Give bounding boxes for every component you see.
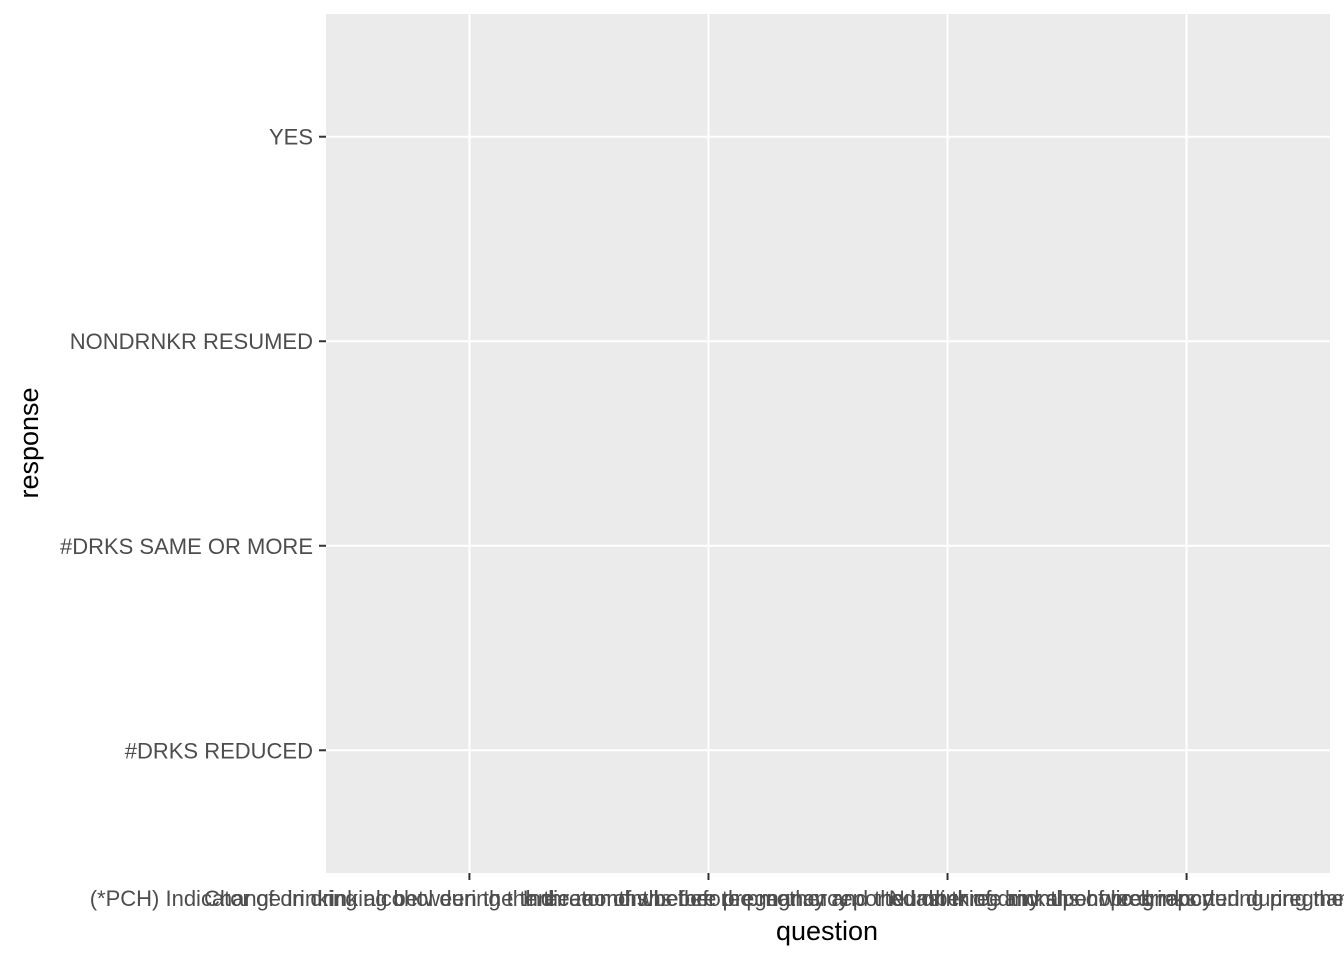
plot-panel — [326, 14, 1330, 873]
y-tick-label: #DRKS REDUCED — [125, 738, 313, 763]
y-tick-label: #DRKS SAME OR MORE — [60, 534, 313, 559]
y-tick-label: NONDRNKR RESUMED — [70, 329, 313, 354]
x-axis-title: question — [776, 916, 878, 946]
x-tick-label: (*PCH) Indicator of drinking alcohol dur… — [90, 886, 849, 911]
y-axis: #DRKS REDUCED #DRKS SAME OR MORE NONDRNKR … — [60, 125, 326, 763]
x-axis: (*PCH) Indicator of drinking alcohol dur… — [90, 873, 1344, 911]
y-axis-title: response — [14, 387, 44, 498]
x-tick-label: Indicator of whether the mother reported… — [523, 886, 1344, 911]
x-tick-label: Change in drinking between the three mon… — [204, 886, 1213, 911]
grid-lines — [326, 14, 1330, 873]
y-tick-label: YES — [269, 125, 313, 150]
x-tick-label: Number of drinks per week reported durin… — [889, 886, 1344, 911]
